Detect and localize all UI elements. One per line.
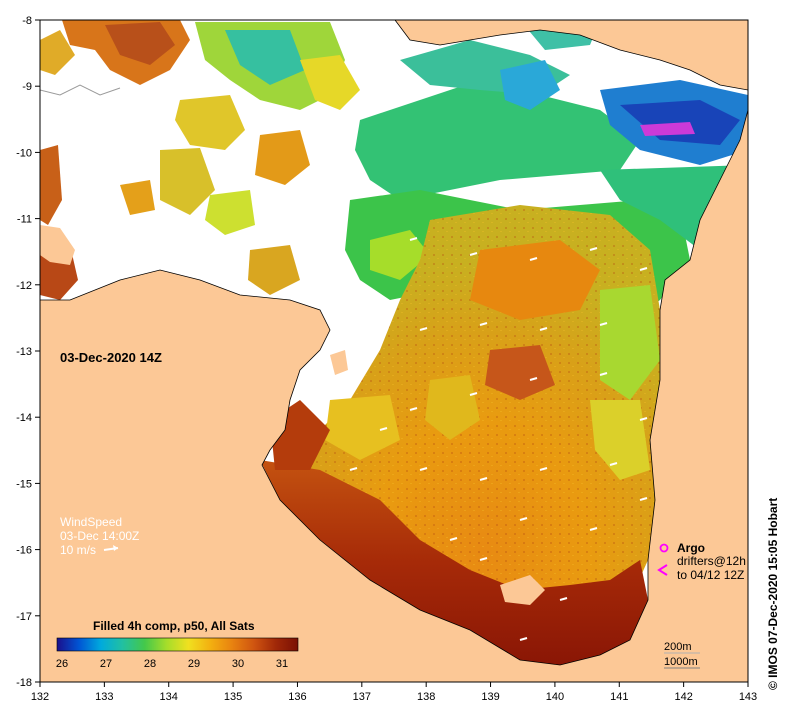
lat-tick-label: -9 (22, 81, 32, 93)
wind-vector-icon (559, 597, 568, 601)
ng-coastline (394, 20, 748, 91)
lon-tick-label: 132 (31, 691, 49, 703)
drifters-line1: drifters@12h (677, 554, 746, 568)
lat-tick-label: -16 (16, 545, 32, 557)
wind-vector-icon (479, 322, 488, 326)
wind-vector-icon (519, 517, 528, 521)
drifter-track-icon (657, 564, 668, 576)
land (40, 20, 748, 682)
wind-time: 03-Dec 14:00Z (60, 529, 139, 543)
wind-vector-icon (469, 392, 478, 396)
wind-vector-icon (589, 527, 598, 531)
colorbar: Filled 4h comp, p50, All Sats 26 27 28 29 30… (56, 619, 299, 670)
wind-vector-icon (409, 237, 418, 241)
wind-vector-icon (419, 327, 428, 331)
colorbar-tick-label: 26 (56, 658, 68, 670)
wind-vector-icon (529, 257, 538, 261)
argo-marker-icon (659, 543, 669, 553)
island-west (40, 225, 75, 265)
lon-tick-label: 137 (353, 691, 371, 703)
lon-tick-label: 141 (610, 691, 628, 703)
colorbar-ticks: 26 27 28 29 30 31 (56, 658, 288, 670)
colorbar-tick-label: 29 (188, 658, 200, 670)
depth-contour-line (40, 84, 121, 96)
lat-tick-label: -15 (16, 478, 32, 490)
latitude-axis: -8 -9 -10 -11 -12 -13 -14 -15 -16 -17 -18 (16, 15, 40, 689)
wind-vector-icon (599, 372, 608, 376)
depth-legend: 200m 1000m (664, 641, 700, 669)
colorbar-tick-label: 30 (232, 658, 244, 670)
groote-island (330, 350, 348, 375)
wind-vector-icon (589, 247, 598, 251)
wind-vector-icon (639, 497, 648, 501)
mornington-island (500, 575, 545, 605)
lon-tick-label: 140 (546, 691, 564, 703)
colorbar-bar (56, 637, 299, 652)
lon-tick-label: 133 (95, 691, 113, 703)
lat-tick-label: -10 (16, 147, 32, 159)
copyright-label: © IMOS 07-Dec-2020 15:05 Hobart (766, 497, 780, 690)
lat-tick-label: -8 (22, 15, 32, 27)
depth-200m-label: 200m (664, 641, 692, 653)
wind-legend: WindSpeed 03-Dec 14:00Z 10 m/s (60, 515, 139, 557)
longitude-axis: 132 133 134 135 136 137 138 139 140 141 142 143 (31, 682, 757, 703)
wind-scale-label: 10 m/s (60, 543, 96, 557)
argo-label: Argo (677, 541, 705, 555)
lat-tick-label: -11 (17, 214, 32, 226)
lon-tick-label: 136 (288, 691, 306, 703)
lon-tick-label: 139 (481, 691, 499, 703)
colorbar-tick-label: 31 (276, 658, 288, 670)
colorbar-tick-label: 27 (100, 658, 112, 670)
lon-tick-label: 134 (160, 691, 178, 703)
lat-tick-label: -13 (16, 346, 32, 358)
coastline (40, 109, 748, 666)
wind-vector-icon (479, 557, 488, 561)
timestamp-label: 03-Dec-2020 14Z (60, 350, 162, 365)
wind-vector-icon (639, 267, 648, 271)
lon-tick-label: 142 (674, 691, 692, 703)
lat-tick-label: -17 (16, 611, 32, 623)
australian-mainland (40, 110, 748, 682)
wind-vectors (349, 237, 648, 641)
lon-tick-label: 135 (224, 691, 242, 703)
map-area (40, 20, 748, 682)
wind-vector-icon (449, 537, 458, 541)
argo-legend: Argo drifters@12h to 04/12 12Z (657, 541, 746, 582)
drifters-line2: to 04/12 12Z (677, 568, 744, 582)
depth-1000m-label: 1000m (664, 656, 698, 668)
lon-tick-label: 138 (417, 691, 435, 703)
wind-title: WindSpeed (60, 515, 122, 529)
wind-vector-icon (409, 407, 418, 411)
wind-vector-icon (539, 467, 548, 471)
lat-tick-label: -18 (16, 677, 32, 689)
wind-vector-icon (599, 322, 608, 326)
lat-tick-label: -12 (16, 280, 32, 292)
wind-vector-icon (379, 427, 388, 431)
wind-vector-icon (419, 467, 428, 471)
wind-vector-icon (639, 417, 648, 421)
wind-vector-icon (539, 327, 548, 331)
wind-vector-icon (529, 377, 538, 381)
wind-vector-icon (519, 637, 528, 641)
colorbar-title: Filled 4h comp, p50, All Sats (93, 619, 255, 633)
wind-scale-arrowhead-icon (113, 545, 118, 551)
colorbar-tick-label: 28 (144, 658, 156, 670)
lat-tick-label: -14 (16, 412, 32, 424)
wind-vector-icon (469, 252, 478, 256)
wind-vector-icon (479, 477, 488, 481)
wind-vector-icon (609, 462, 618, 466)
wind-vector-icon (349, 467, 358, 471)
lon-tick-label: 143 (739, 691, 757, 703)
